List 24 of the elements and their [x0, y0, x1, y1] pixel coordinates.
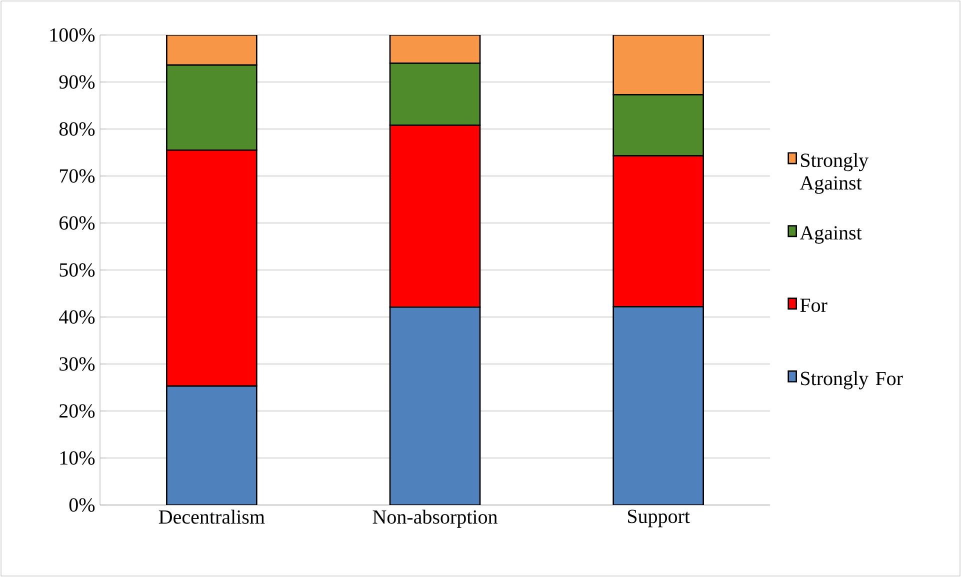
y-tick-label: 90% — [59, 75, 95, 89]
legend-label: Strongly Against — [800, 152, 868, 194]
bar — [389, 34, 481, 64]
legend-label: Against — [800, 226, 862, 244]
bar — [166, 385, 258, 505]
bar — [389, 306, 481, 505]
y-tick-label: 100% — [50, 28, 95, 42]
bar — [612, 34, 704, 96]
y-tick-label: 80% — [59, 122, 95, 136]
x-tick-label: Support — [628, 510, 690, 528]
bar — [166, 34, 258, 66]
y-tick-label: 30% — [60, 357, 95, 371]
y-tick-label: 20% — [60, 404, 95, 418]
bar — [612, 306, 704, 505]
x-tick-label: Decentralism — [158, 510, 265, 524]
y-tick-label: 0% — [69, 498, 95, 512]
x-tick-label: Non-absorption — [372, 510, 498, 528]
y-tick-label: 70% — [60, 169, 95, 183]
y-tick-label: 10% — [60, 451, 95, 465]
y-tick-label: 60% — [59, 216, 95, 230]
legend-label: Strongly For — [801, 371, 903, 390]
y-tick-label: 50% — [60, 263, 95, 277]
y-tick-label: 40% — [59, 310, 95, 324]
legend-label: For — [800, 298, 828, 312]
